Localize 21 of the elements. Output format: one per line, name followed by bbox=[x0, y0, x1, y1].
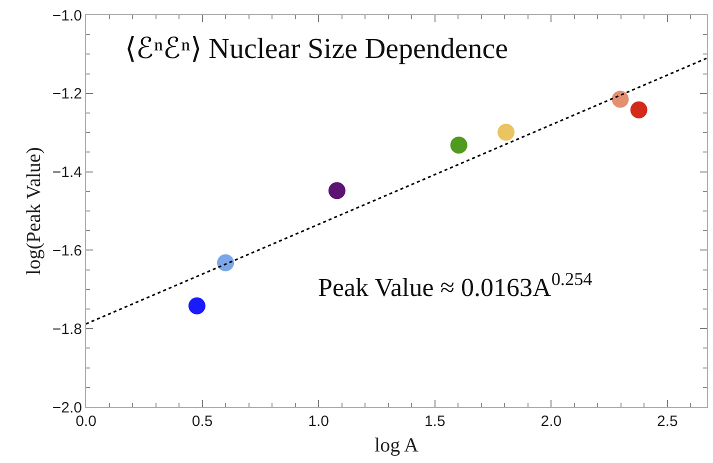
x-tick-label: 2.5 bbox=[657, 413, 678, 430]
point bbox=[217, 254, 234, 272]
point bbox=[630, 101, 648, 118]
x-tick-label: 1.5 bbox=[424, 413, 446, 430]
x-axis-title: log A bbox=[374, 434, 419, 456]
point bbox=[612, 90, 629, 108]
x-tick-label: 2.0 bbox=[540, 413, 562, 430]
y-axis-title: log(Peak Value) bbox=[22, 147, 45, 275]
point bbox=[498, 124, 515, 141]
text: ⟨ℰⁿℰⁿ⟩ Nuclear Size Dependence bbox=[125, 33, 508, 65]
x-tick-label: 0.5 bbox=[192, 413, 213, 430]
y-tick-label: −1.4 bbox=[52, 164, 82, 182]
y-tick-label: −1.2 bbox=[52, 86, 82, 103]
y-tick-label: −1.0 bbox=[52, 7, 82, 24]
y-tick-label: −1.6 bbox=[52, 242, 82, 260]
point bbox=[188, 297, 206, 314]
annotation: Peak Value ≈ 0.0163A$^{0.254}$ bbox=[318, 269, 592, 302]
x-tick-label: 1.0 bbox=[308, 413, 330, 430]
point bbox=[328, 182, 346, 200]
y-tick-label: −1.8 bbox=[52, 320, 82, 338]
point bbox=[450, 136, 468, 154]
